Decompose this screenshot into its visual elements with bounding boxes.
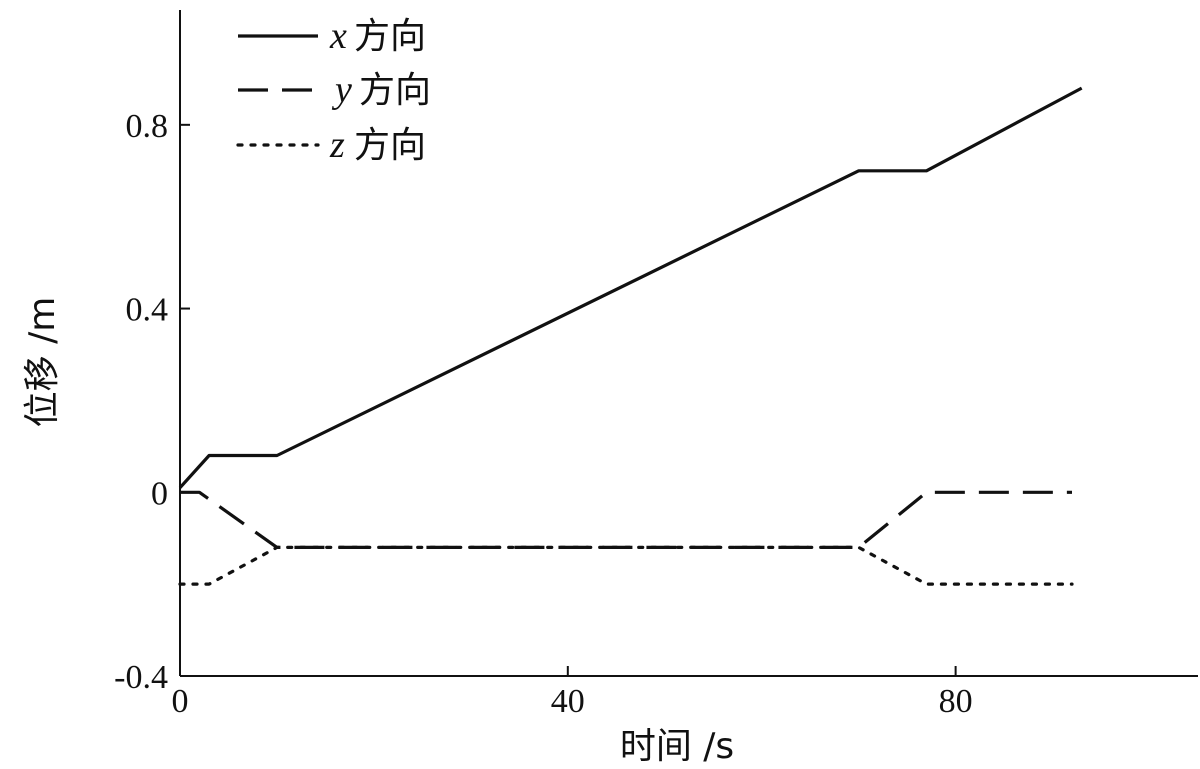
x-tick-label: 40: [551, 683, 585, 720]
y-tick-label: 0.4: [126, 292, 169, 329]
legend-var-y: y: [331, 69, 352, 111]
x-axis-title: 时间 /s: [620, 726, 734, 767]
y-axis-title: 位移 /m: [22, 297, 63, 428]
legend-label-z: 方向: [354, 125, 426, 166]
series-layer: [178, 86, 1083, 586]
legend-var-x: x: [329, 15, 347, 57]
legend: x 方向y 方向z 方向: [236, 15, 431, 166]
series-line-x: [178, 86, 1083, 489]
legend-label-x: 方向: [354, 16, 426, 57]
legend-label-y: 方向: [359, 70, 431, 111]
x-tick-label: 80: [939, 683, 973, 720]
series-line-z: [178, 545, 1074, 586]
y-tick-label: -0.4: [114, 659, 168, 696]
x-tick-label: 0: [172, 683, 189, 720]
series-line-y: [180, 490, 1072, 550]
legend-var-z: z: [329, 124, 345, 166]
y-tick-label: 0.8: [126, 108, 169, 145]
y-tick-label: 0: [151, 475, 168, 512]
axes: 0 40 80-0.400.40.8: [114, 10, 1198, 720]
